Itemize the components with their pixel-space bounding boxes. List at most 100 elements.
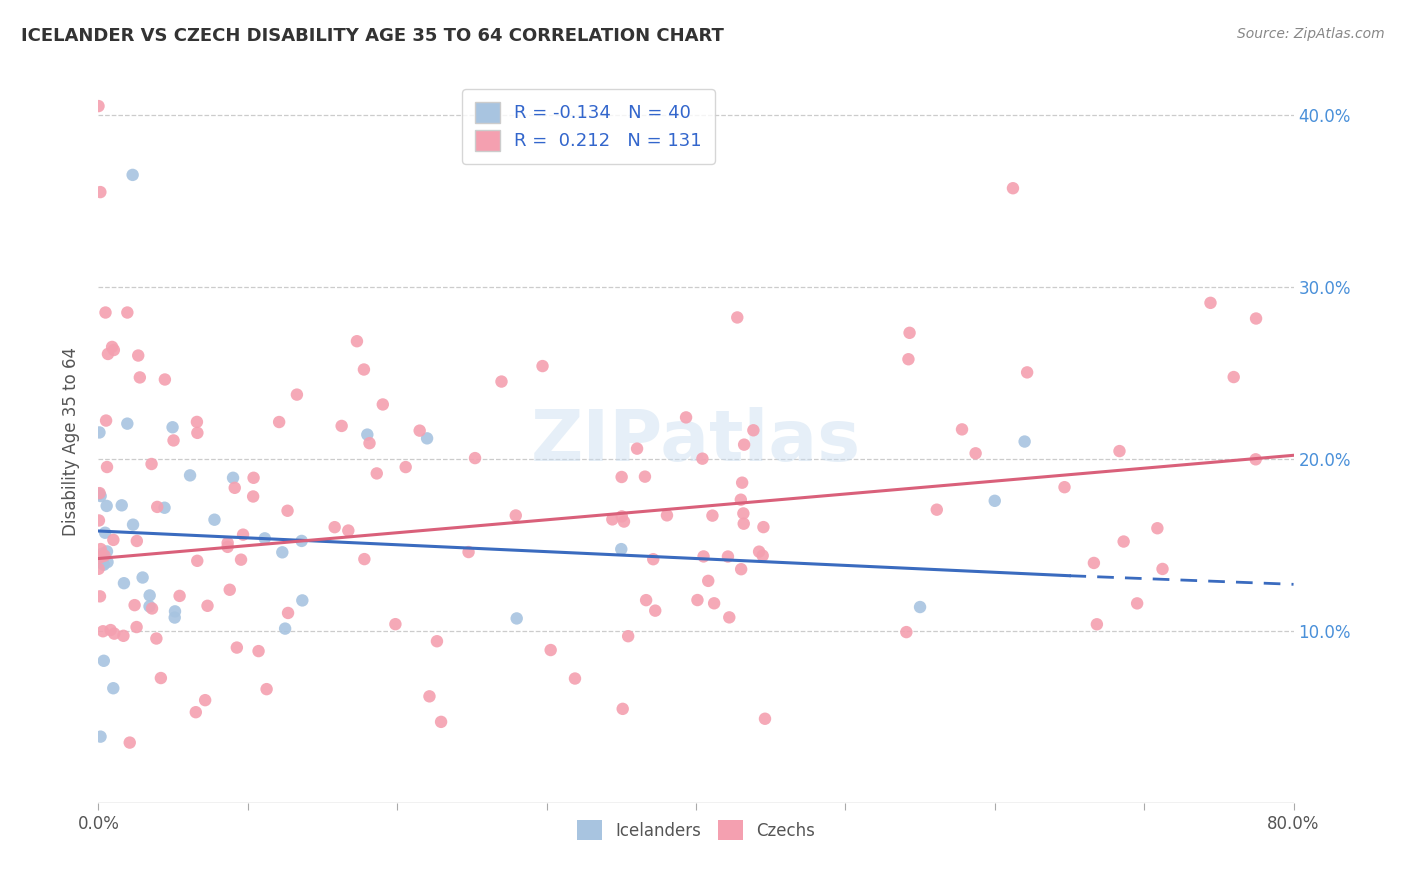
Point — [506, 611, 529, 625]
Point — [103, 681, 125, 696]
Point — [87, 562, 110, 576]
Point — [186, 554, 208, 568]
Text: ICELANDER VS CZECH DISABILITY AGE 35 TO 64 CORRELATION CHART: ICELANDER VS CZECH DISABILITY AGE 35 TO … — [21, 27, 724, 45]
Point — [94, 413, 117, 427]
Point — [274, 622, 297, 636]
Point — [731, 475, 754, 490]
Point — [117, 305, 139, 319]
Point — [702, 508, 724, 523]
Text: Source: ZipAtlas.com: Source: ZipAtlas.com — [1237, 27, 1385, 41]
Point — [366, 467, 388, 481]
Point — [271, 545, 294, 559]
Point — [644, 604, 666, 618]
Point — [253, 532, 276, 546]
Point — [617, 629, 640, 643]
Point — [925, 502, 948, 516]
Point — [371, 397, 394, 411]
Point — [112, 576, 135, 591]
Point — [725, 310, 748, 325]
Point — [610, 509, 633, 524]
Point — [1152, 562, 1174, 576]
Point — [692, 549, 714, 564]
Point — [359, 436, 381, 450]
Point — [430, 714, 453, 729]
Point — [464, 451, 486, 466]
Point — [1085, 617, 1108, 632]
Point — [754, 712, 776, 726]
Point — [153, 372, 176, 386]
Point — [742, 423, 765, 437]
Point — [1146, 521, 1168, 535]
Point — [141, 457, 163, 471]
Point — [141, 601, 163, 615]
Point — [353, 362, 375, 376]
Point — [291, 593, 314, 607]
Point — [1083, 556, 1105, 570]
Point — [752, 520, 775, 534]
Point — [186, 415, 208, 429]
Point — [89, 486, 111, 500]
Point — [337, 524, 360, 538]
Point — [96, 499, 118, 513]
Point — [256, 682, 278, 697]
Point — [131, 570, 153, 584]
Point — [247, 644, 270, 658]
Point — [94, 305, 117, 319]
Point — [121, 168, 143, 182]
Point — [96, 544, 118, 558]
Point — [408, 424, 430, 438]
Point — [675, 410, 697, 425]
Point — [1244, 452, 1267, 467]
Point — [733, 516, 755, 531]
Point — [540, 643, 562, 657]
Point — [718, 610, 741, 624]
Point — [89, 730, 111, 744]
Point — [950, 422, 973, 436]
Point — [277, 504, 299, 518]
Point — [93, 654, 115, 668]
Point — [111, 499, 134, 513]
Point — [1244, 311, 1267, 326]
Point — [218, 582, 240, 597]
Point — [1126, 596, 1149, 610]
Point — [1017, 365, 1039, 379]
Point — [90, 542, 112, 557]
Point — [91, 557, 114, 571]
Point — [965, 446, 987, 460]
Point — [353, 552, 375, 566]
Point — [1199, 296, 1222, 310]
Point — [1108, 444, 1130, 458]
Point — [225, 640, 247, 655]
Point — [87, 99, 110, 113]
Point — [418, 690, 440, 704]
Point — [291, 533, 314, 548]
Point — [613, 515, 636, 529]
Point — [1053, 480, 1076, 494]
Point — [426, 634, 449, 648]
Point — [323, 520, 346, 534]
Point — [242, 490, 264, 504]
Point — [89, 185, 111, 199]
Point — [229, 552, 252, 566]
Point — [733, 507, 755, 521]
Point — [610, 542, 633, 557]
Point — [138, 599, 160, 614]
Point — [103, 343, 125, 357]
Point — [169, 589, 191, 603]
Point — [90, 489, 112, 503]
Point — [87, 487, 110, 501]
Point — [457, 545, 479, 559]
Point — [184, 705, 207, 719]
Point — [96, 555, 118, 569]
Point — [564, 672, 586, 686]
Point — [224, 481, 246, 495]
Point — [128, 370, 150, 384]
Point — [612, 702, 634, 716]
Point — [87, 513, 110, 527]
Point — [692, 451, 714, 466]
Point — [97, 347, 120, 361]
Point — [125, 533, 148, 548]
Point — [194, 693, 217, 707]
Point — [163, 604, 186, 618]
Point — [531, 359, 554, 373]
